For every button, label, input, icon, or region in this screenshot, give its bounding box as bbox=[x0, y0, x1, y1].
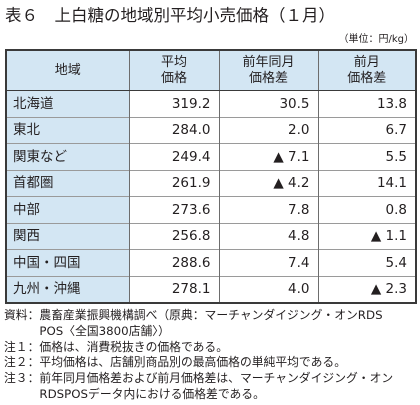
mom-price-diff-cell: 5.4 bbox=[317, 249, 417, 276]
header-cell-average-price: 平均 価格 bbox=[128, 49, 220, 91]
mom-price-diff-cell: 0.8 bbox=[317, 196, 417, 223]
average-price-cell: 261.9 bbox=[128, 169, 220, 197]
region-cell: 九州・沖縄 bbox=[5, 275, 130, 303]
table-row-kanto: 関東など 249.4 ▲ 7.1 5.5 bbox=[5, 143, 417, 170]
mom-price-diff-cell: ▲ 2.3 bbox=[317, 275, 417, 303]
region-cell: 北海道 bbox=[5, 90, 130, 117]
yoy-price-diff-cell: 2.0 bbox=[218, 116, 319, 144]
note-3: 注３：前年同月価格差および前月価格差は、マーチャンダイジング・オン bbox=[4, 371, 394, 386]
region-cell: 中国・四国 bbox=[5, 249, 130, 276]
region-cell: 東北 bbox=[5, 116, 130, 144]
header-row: 地域 平均 価格 前年同月 価格差 前月 価格差 bbox=[5, 49, 417, 91]
yoy-price-diff-cell: ▲ 7.1 bbox=[218, 143, 319, 170]
region-cell: 中部 bbox=[5, 196, 130, 223]
average-price-cell: 249.4 bbox=[128, 143, 220, 170]
average-price-cell: 288.6 bbox=[128, 249, 220, 276]
mom-price-diff-cell: ▲ 1.1 bbox=[317, 222, 417, 250]
header-text: 価格 bbox=[160, 70, 187, 86]
header-text: 平均 bbox=[160, 54, 187, 70]
header-text: 地域 bbox=[54, 62, 81, 78]
header-text: 前年同月 bbox=[242, 54, 295, 70]
yoy-price-diff-cell: 7.4 bbox=[218, 249, 319, 276]
mom-price-diff-cell: 14.1 bbox=[317, 169, 417, 197]
yoy-price-diff-cell: 4.8 bbox=[218, 222, 319, 250]
average-price-cell: 273.6 bbox=[128, 196, 220, 223]
mom-price-diff-cell: 5.5 bbox=[317, 143, 417, 170]
region-cell: 関西 bbox=[5, 222, 130, 250]
note-2: 注２：平均価格は、店舗別商品別の最高価格の単純平均である。 bbox=[4, 355, 346, 370]
table-row-kyushu-okinawa: 九州・沖縄 278.1 4.0 ▲ 2.3 bbox=[5, 275, 417, 303]
table-row-chugoku-shikoku: 中国・四国 288.6 7.4 5.4 bbox=[5, 249, 417, 276]
yoy-price-diff-cell: ▲ 4.2 bbox=[218, 169, 319, 197]
header-cell-region: 地域 bbox=[5, 49, 130, 91]
region-cell: 関東など bbox=[5, 143, 130, 170]
source-note-continuation: POS〈全国3800店舗〉） bbox=[39, 323, 170, 338]
region-cell: 首都圏 bbox=[5, 169, 130, 197]
header-cell-yoy-price-diff: 前年同月 価格差 bbox=[218, 49, 319, 91]
header-text: 前月 bbox=[353, 54, 380, 70]
yoy-price-diff-cell: 4.0 bbox=[218, 275, 319, 303]
price-table: 地域 平均 価格 前年同月 価格差 前月 価格差 北海道 319.2 30.5 … bbox=[5, 49, 417, 304]
average-price-cell: 256.8 bbox=[128, 222, 220, 250]
average-price-cell: 319.2 bbox=[128, 90, 220, 117]
table-notes: 資料：農畜産業振興機構調べ（原典：マーチャンダイジング・オンRDS POS〈全国… bbox=[4, 308, 393, 403]
header-text: 価格差 bbox=[248, 70, 288, 86]
table-row-chubu: 中部 273.6 7.8 0.8 bbox=[5, 196, 417, 223]
table-row-tohoku: 東北 284.0 2.0 6.7 bbox=[5, 116, 417, 144]
header-text: 価格差 bbox=[347, 70, 387, 86]
table-title: 表６ 上白糖の地域別平均小売価格（１月） bbox=[5, 6, 335, 25]
table-row-shutoken: 首都圏 261.9 ▲ 4.2 14.1 bbox=[5, 169, 417, 197]
mom-price-diff-cell: 6.7 bbox=[317, 116, 417, 144]
average-price-cell: 278.1 bbox=[128, 275, 220, 303]
table-row-kansai: 関西 256.8 4.8 ▲ 1.1 bbox=[5, 222, 417, 250]
yoy-price-diff-cell: 30.5 bbox=[218, 90, 319, 117]
table-row-hokkaido: 北海道 319.2 30.5 13.8 bbox=[5, 90, 417, 117]
yoy-price-diff-cell: 7.8 bbox=[218, 196, 319, 223]
source-note: 資料：農畜産業振興機構調べ（原典：マーチャンダイジング・オンRDS bbox=[4, 308, 383, 322]
note-1: 注１：価格は、消費税抜きの価格である。 bbox=[4, 339, 229, 354]
header-cell-mom-price-diff: 前月 価格差 bbox=[317, 49, 417, 91]
average-price-cell: 284.0 bbox=[128, 116, 220, 144]
note-3-continuation: RDSPOSデータ内における価格差である。 bbox=[39, 386, 265, 401]
mom-price-diff-cell: 13.8 bbox=[317, 90, 417, 117]
unit-label: （単位：円/kg） bbox=[338, 34, 414, 45]
